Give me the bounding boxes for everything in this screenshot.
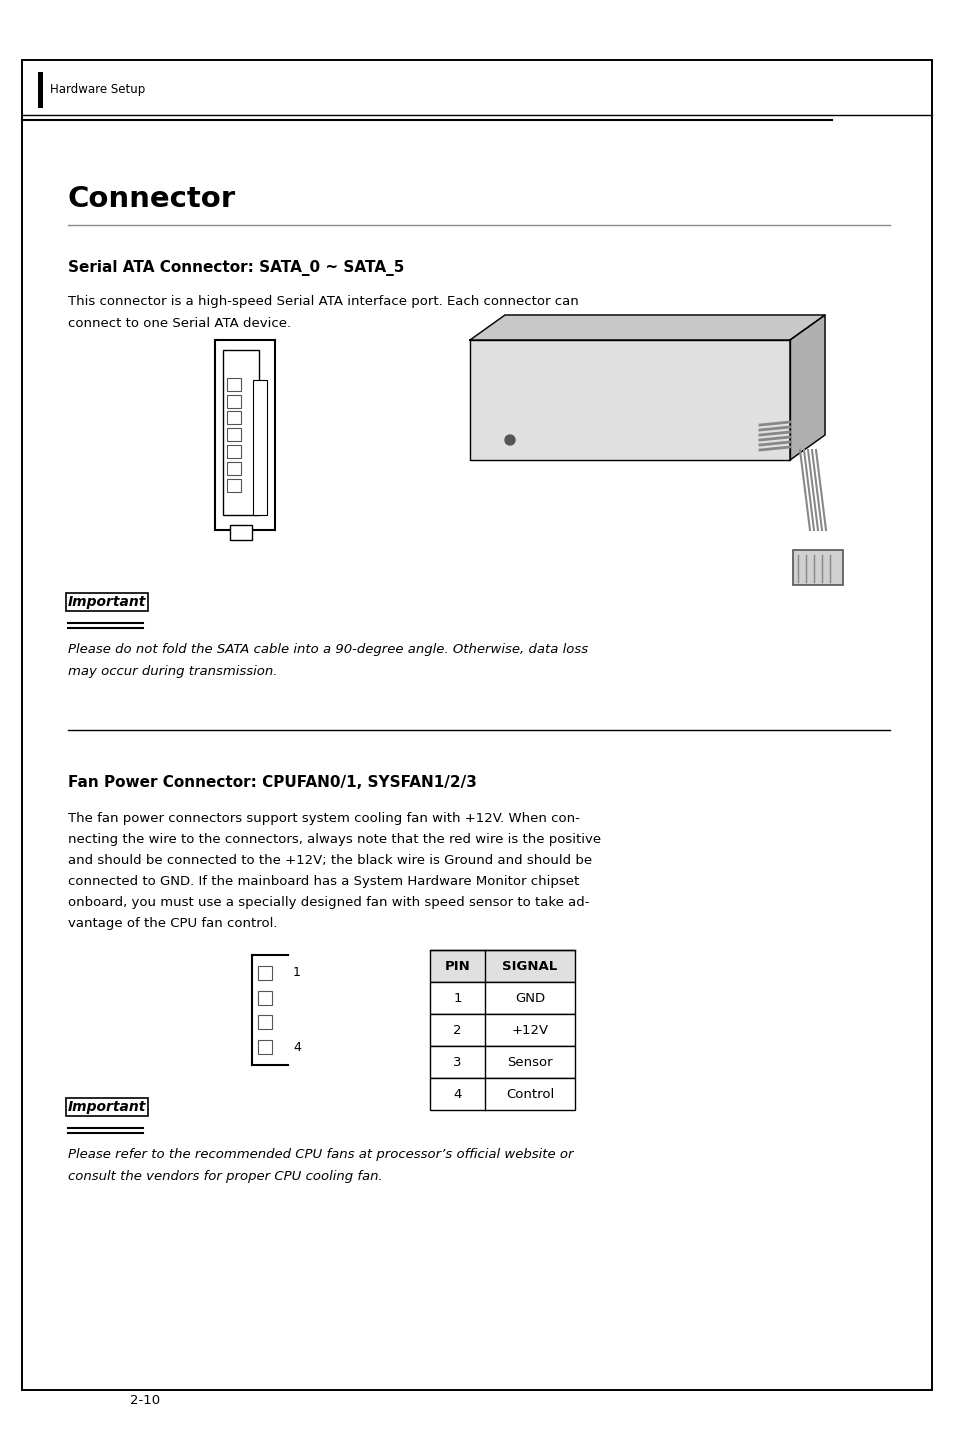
Bar — [223, 349, 258, 516]
Bar — [227, 463, 241, 475]
Text: PIN: PIN — [444, 959, 470, 972]
Text: Sensor: Sensor — [507, 1055, 552, 1068]
Text: Control: Control — [505, 1087, 554, 1101]
Text: The fan power connectors support system cooling fan with +12V. When con-: The fan power connectors support system … — [68, 812, 579, 825]
Circle shape — [504, 435, 515, 445]
Bar — [38, 72, 43, 107]
Text: SIGNAL: SIGNAL — [502, 959, 558, 972]
Text: vantage of the CPU fan control.: vantage of the CPU fan control. — [68, 916, 277, 929]
Bar — [230, 526, 252, 540]
Text: 2: 2 — [453, 1024, 461, 1037]
Bar — [253, 379, 267, 516]
Text: 4: 4 — [293, 1041, 300, 1054]
Text: 1: 1 — [453, 991, 461, 1004]
Text: 3: 3 — [453, 1055, 461, 1068]
Bar — [214, 339, 274, 530]
Bar — [227, 378, 241, 391]
Text: Fan Power Connector: CPUFAN0/1, SYSFAN1/2/3: Fan Power Connector: CPUFAN0/1, SYSFAN1/… — [68, 775, 476, 790]
Bar — [227, 428, 241, 441]
Text: Important: Important — [68, 1100, 146, 1114]
Bar — [257, 991, 272, 1005]
Bar — [227, 394, 241, 408]
Text: +12V: +12V — [511, 1024, 548, 1037]
Text: 1: 1 — [293, 967, 300, 979]
Text: Please do not fold the SATA cable into a 90-degree angle. Otherwise, data loss: Please do not fold the SATA cable into a… — [68, 643, 587, 656]
Polygon shape — [789, 315, 824, 460]
Bar — [430, 949, 575, 982]
Text: Hardware Setup: Hardware Setup — [50, 83, 145, 96]
Text: may occur during transmission.: may occur during transmission. — [68, 664, 277, 677]
Text: necting the wire to the connectors, always note that the red wire is the positiv: necting the wire to the connectors, alwa… — [68, 833, 600, 846]
Text: Important: Important — [68, 596, 146, 609]
Text: Serial ATA Connector: SATA_0 ~ SATA_5: Serial ATA Connector: SATA_0 ~ SATA_5 — [68, 261, 404, 276]
Text: 4: 4 — [453, 1087, 461, 1101]
Bar — [430, 982, 575, 1014]
Bar — [257, 1015, 272, 1030]
Text: Connector: Connector — [68, 185, 236, 213]
Text: connect to one Serial ATA device.: connect to one Serial ATA device. — [68, 316, 291, 329]
Text: and should be connected to the +12V; the black wire is Ground and should be: and should be connected to the +12V; the… — [68, 853, 592, 866]
Text: consult the vendors for proper CPU cooling fan.: consult the vendors for proper CPU cooli… — [68, 1170, 382, 1183]
Text: connected to GND. If the mainboard has a System Hardware Monitor chipset: connected to GND. If the mainboard has a… — [68, 875, 578, 888]
Polygon shape — [470, 339, 789, 460]
Text: Please refer to the recommended CPU fans at processor’s official website or: Please refer to the recommended CPU fans… — [68, 1148, 573, 1161]
Bar — [257, 965, 272, 979]
Bar — [227, 445, 241, 458]
Polygon shape — [470, 315, 824, 339]
Bar — [430, 1014, 575, 1045]
Bar — [430, 1078, 575, 1110]
Text: GND: GND — [515, 991, 544, 1004]
Text: This connector is a high-speed Serial ATA interface port. Each connector can: This connector is a high-speed Serial AT… — [68, 295, 578, 308]
Bar — [430, 1045, 575, 1078]
Bar — [792, 550, 842, 586]
Bar — [257, 1040, 272, 1054]
Bar — [227, 480, 241, 493]
Text: onboard, you must use a specially designed fan with speed sensor to take ad-: onboard, you must use a specially design… — [68, 896, 589, 909]
Text: 2-10: 2-10 — [130, 1393, 160, 1406]
Bar — [227, 411, 241, 424]
